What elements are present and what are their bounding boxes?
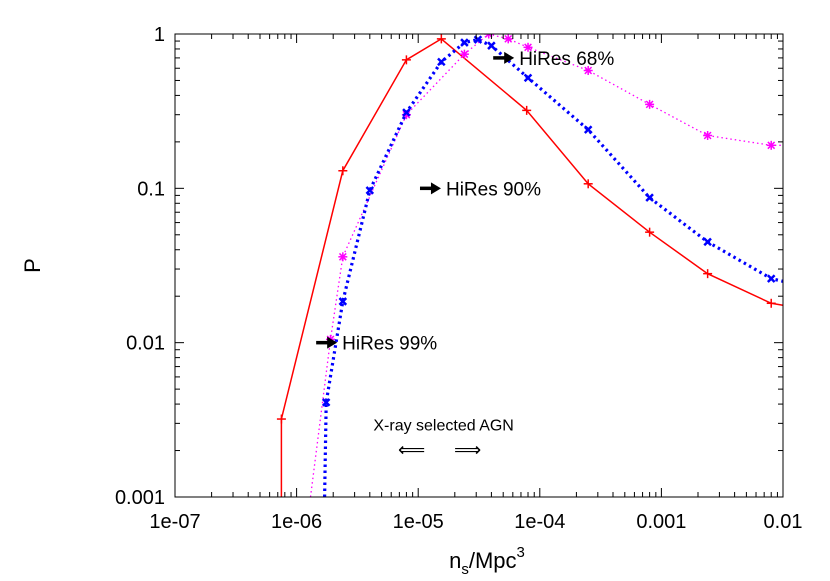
marker-stroke — [365, 186, 375, 195]
series-0-point — [436, 34, 446, 44]
marker-stroke — [703, 131, 712, 140]
y-tick-label: 0.01 — [126, 333, 165, 355]
marker-stroke — [504, 34, 513, 43]
series-2-point — [402, 108, 411, 117]
annotation-0: HiRes 68% — [493, 49, 614, 70]
ticks-layer — [174, 33, 784, 498]
x-tick-label: 1e-07 — [149, 511, 200, 533]
marker-stroke — [523, 73, 533, 83]
annotation-arrow-head — [327, 336, 338, 349]
series-1-point — [645, 99, 655, 109]
marker-stroke — [321, 398, 331, 407]
series-2-point — [365, 186, 375, 195]
series-0 — [276, 34, 783, 497]
x-label-sup: 3 — [517, 544, 525, 561]
series-0-point — [645, 227, 655, 237]
note-layer: X-ray selected AGN ⟸ ⟹ — [373, 417, 514, 460]
series-2 — [321, 35, 783, 497]
y-tick-label: 0.1 — [137, 178, 165, 200]
marker-stroke — [338, 297, 348, 306]
marker-stroke — [767, 141, 776, 150]
series-2-line — [323, 37, 783, 497]
marker-stroke — [645, 100, 654, 109]
marker-stroke — [460, 50, 469, 59]
marker-stroke — [460, 38, 469, 47]
marker-stroke — [484, 34, 490, 38]
series-0-line — [280, 37, 783, 497]
y-tick-label: 0.001 — [115, 487, 165, 509]
marker-stroke — [583, 125, 593, 134]
marker-stroke — [645, 193, 654, 202]
annotation-1: HiRes 90% — [419, 179, 541, 200]
series-2-point — [703, 237, 712, 247]
x-tick-label: 0.001 — [636, 511, 686, 533]
series-1-point — [703, 130, 713, 140]
y-axis-label: P — [20, 258, 45, 273]
marker-stroke — [766, 274, 776, 283]
x-tick-label: 0.01 — [764, 511, 803, 533]
series-2-point — [338, 297, 348, 306]
series-1-point — [459, 49, 469, 59]
series-2-point — [766, 274, 776, 283]
series-1-point — [523, 42, 533, 52]
x-tick-label: 1e-06 — [271, 511, 322, 533]
series-2-point — [523, 73, 533, 83]
x-label-base: n — [449, 548, 461, 573]
series-0-point — [276, 414, 286, 424]
annotation-arrow-head — [504, 51, 515, 64]
marker-stroke — [703, 237, 712, 247]
series-2-point — [460, 38, 469, 47]
marker-stroke — [338, 252, 347, 261]
annotation-arrow-head — [430, 182, 441, 195]
annotation-label: HiRes 90% — [446, 179, 541, 200]
y-tick-label: 1 — [154, 24, 165, 46]
note-text: X-ray selected AGN — [373, 417, 514, 434]
series-0-point — [522, 105, 532, 115]
series-0-point — [338, 166, 348, 176]
plot-frame — [174, 33, 784, 498]
series-2-point — [437, 57, 446, 67]
series-0-point — [766, 298, 776, 308]
series-0-point — [703, 269, 713, 279]
annotation-label: HiRes 68% — [519, 49, 614, 70]
marker-stroke — [402, 108, 411, 117]
series-1-point — [338, 252, 348, 262]
annotation-2: HiRes 99% — [316, 334, 437, 355]
series-2-point — [321, 398, 331, 407]
series-0-point — [401, 55, 411, 65]
marker-stroke — [437, 57, 446, 67]
x-label-rest: /Mpc — [469, 548, 517, 573]
x-label-sub: s — [461, 561, 469, 578]
x-axis-label: ns/Mpc3 — [449, 544, 525, 578]
marker-stroke — [487, 41, 496, 50]
series-2-point — [645, 193, 654, 202]
x-tick-label: 1e-05 — [393, 511, 444, 533]
labels-layer: 1e-07 1e-06 1e-05 1e-04 0.001 0.01 0.001 0.01 0.… — [115, 24, 803, 533]
series-2-point — [487, 41, 496, 50]
note-arrow-right: ⟹ — [454, 440, 481, 461]
series-layer — [276, 34, 783, 497]
marker-stroke — [584, 66, 593, 75]
marker-stroke — [473, 35, 483, 44]
series-2-point — [473, 35, 483, 44]
series-0-point — [583, 179, 593, 189]
annotation-label: HiRes 99% — [342, 334, 437, 355]
marker-stroke — [524, 43, 532, 52]
series-1-point — [766, 140, 776, 150]
series-2-point — [583, 125, 593, 134]
x-tick-label: 1e-04 — [514, 511, 565, 533]
series-1-point — [503, 34, 513, 44]
series-1-point — [583, 66, 593, 76]
note-arrow-left: ⟸ — [398, 440, 425, 461]
